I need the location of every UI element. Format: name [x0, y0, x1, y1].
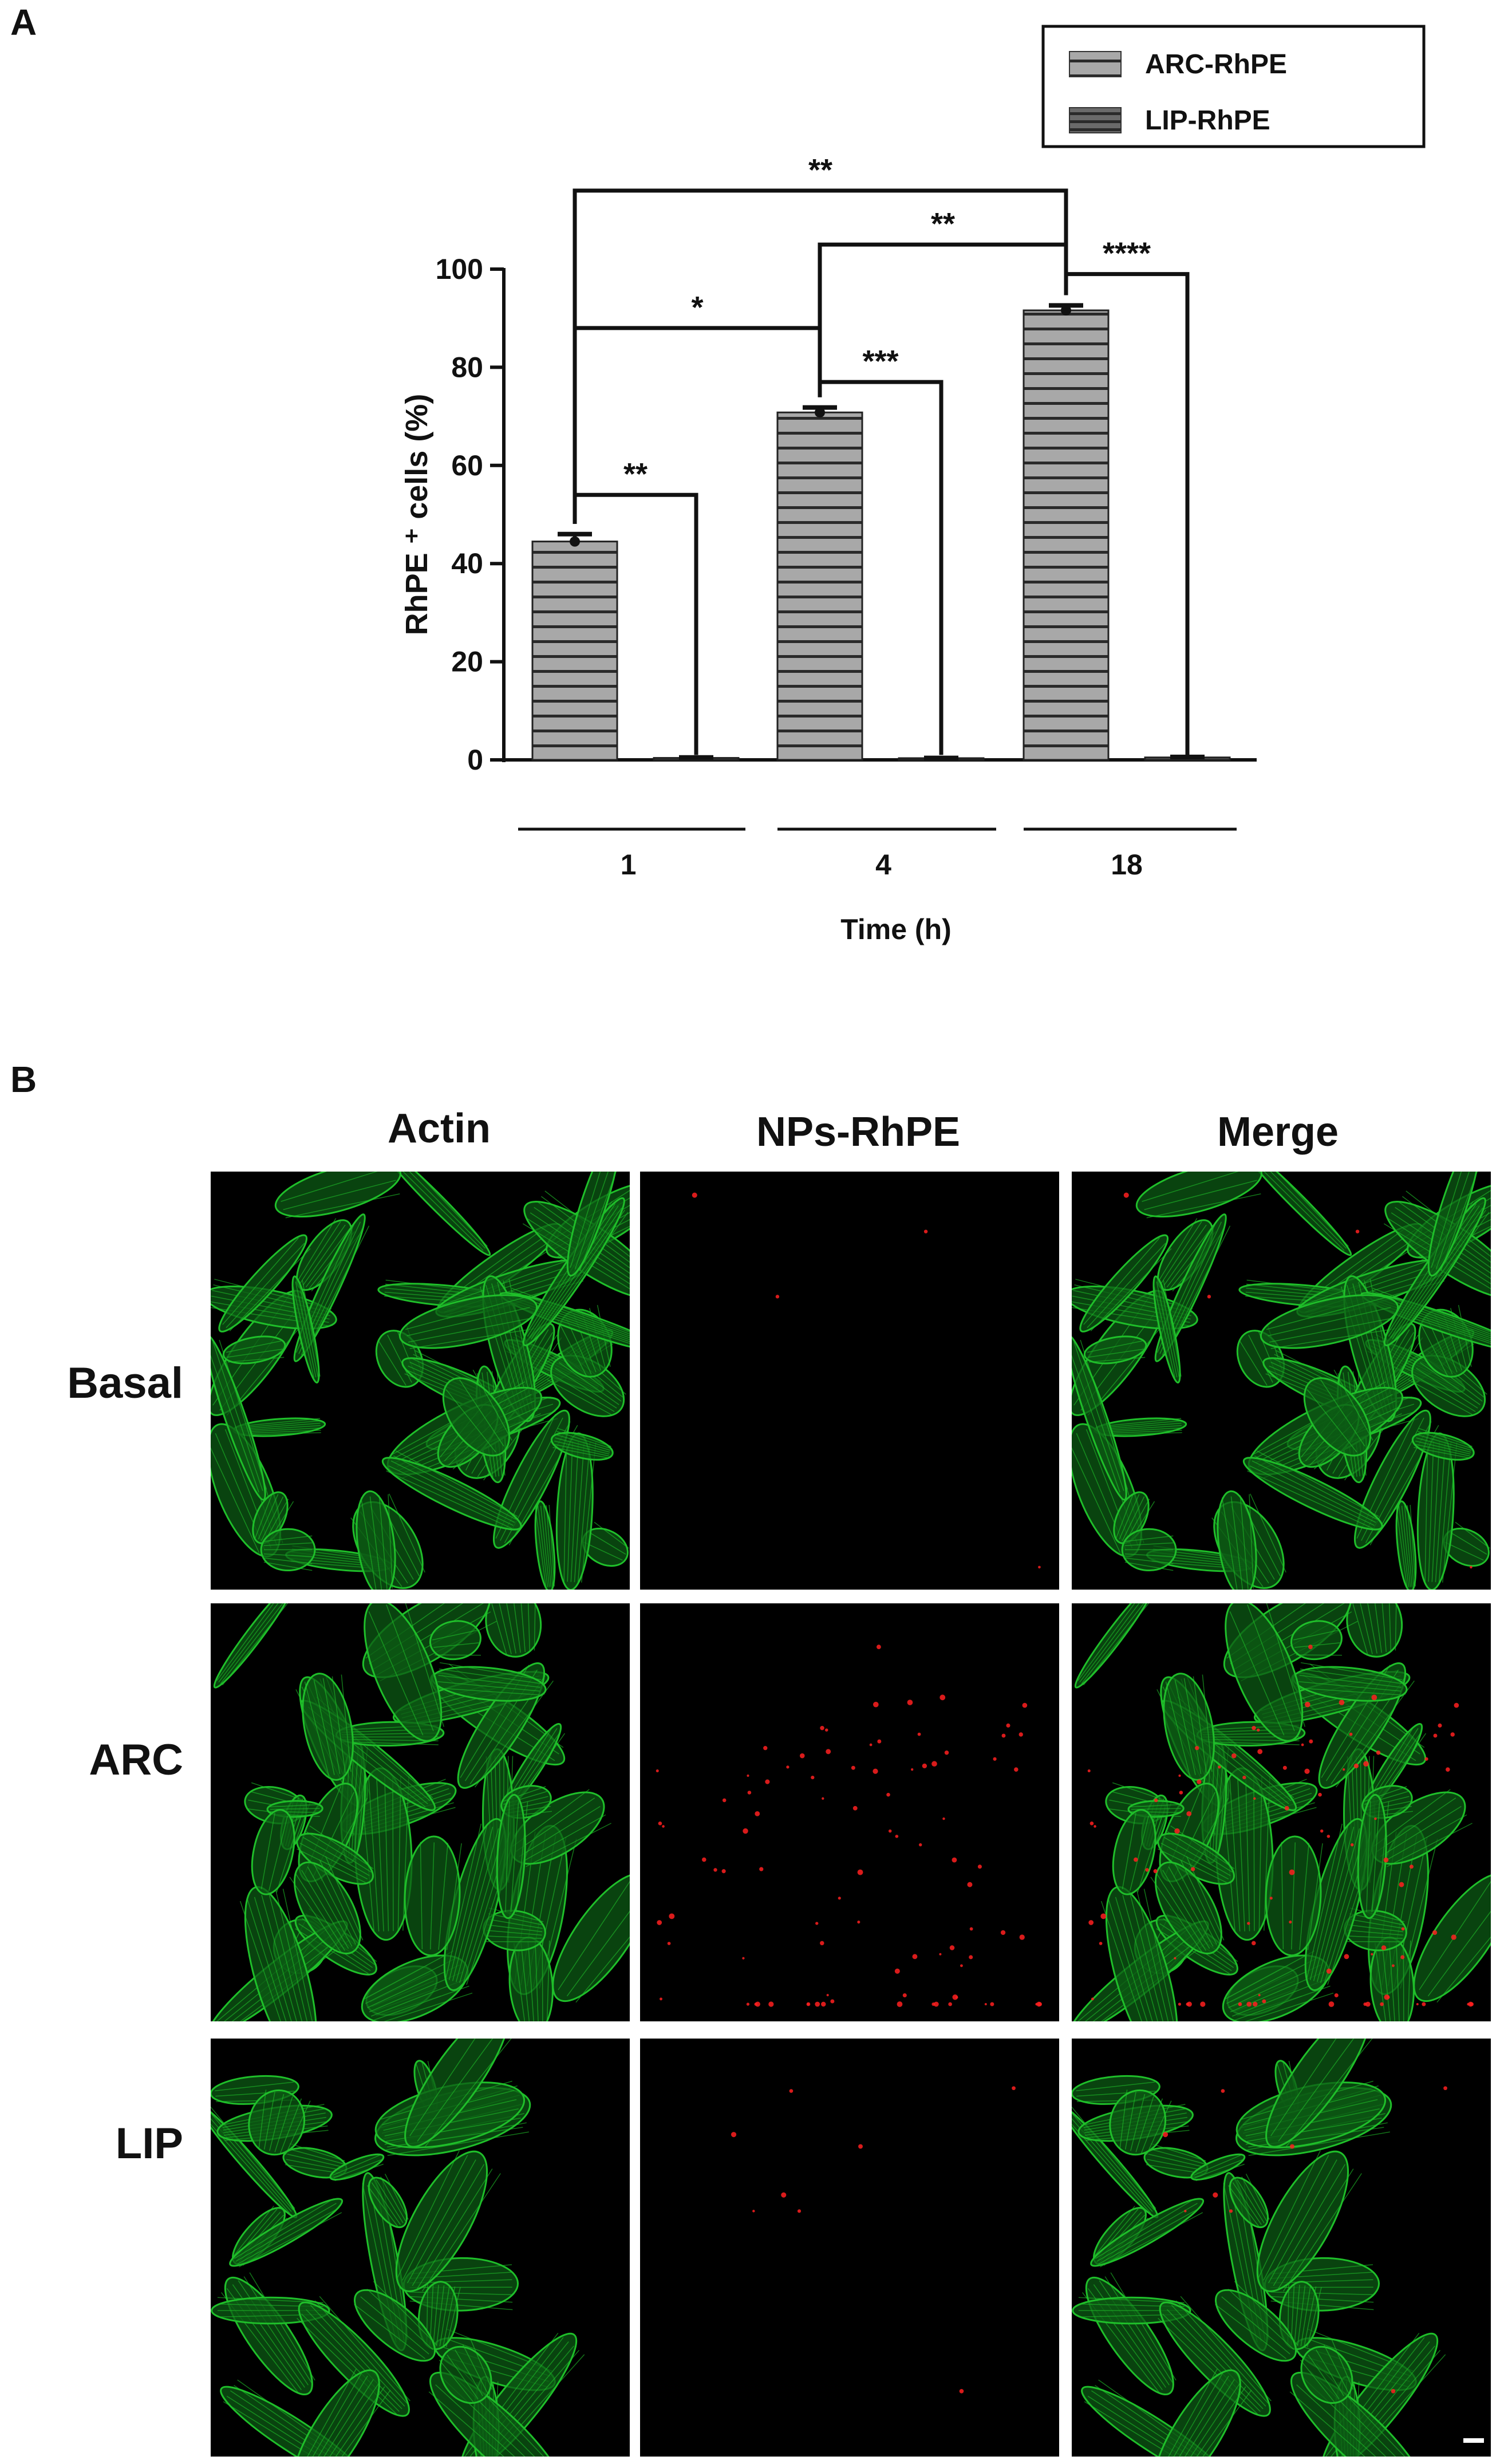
- column-header-actin: Actin: [388, 1106, 491, 1152]
- micrograph-image: [640, 2039, 1059, 2457]
- micrograph-image: [211, 1603, 630, 2021]
- micrograph-lip-actin: [211, 2039, 630, 2457]
- y-tick-label: 100: [436, 253, 483, 285]
- micrograph-lip-nps-rhpe: [640, 2039, 1059, 2457]
- row-label-basal: Basal: [67, 1359, 183, 1408]
- legend-swatch-lip-rhpe: [1069, 107, 1122, 133]
- bar-arc-rhpe-1: [531, 541, 618, 761]
- column-header-nps-rhpe: NPs-RhPE: [756, 1109, 961, 1155]
- micrograph-arc-actin: [211, 1603, 630, 2021]
- significance-label: **: [623, 457, 648, 491]
- mean-marker: [1061, 305, 1071, 316]
- y-tick-label: 20: [451, 646, 483, 678]
- micrograph-arc-merge: [1072, 1603, 1491, 2021]
- micrograph-basal-merge: [1072, 1172, 1491, 1590]
- x-tick-label: 4: [875, 849, 891, 881]
- micrograph-image: [211, 2039, 630, 2457]
- significance-bracket: [573, 188, 1068, 524]
- significance-label: ****: [1103, 236, 1151, 271]
- column-header-merge: Merge: [1217, 1109, 1339, 1155]
- x-tick-label: 18: [1111, 849, 1143, 881]
- micrograph-image: [1072, 2039, 1491, 2457]
- y-tick-label: 60: [451, 450, 483, 482]
- mean-marker: [815, 407, 825, 418]
- micrograph-image: [640, 1603, 1059, 2021]
- micrograph-image: [1072, 1172, 1491, 1590]
- y-tick-label: 40: [451, 547, 483, 579]
- panel-b-label: B: [10, 1059, 37, 1100]
- y-tick-label: 0: [467, 744, 483, 776]
- significance-label: ***: [862, 344, 898, 379]
- y-axis-label: RhPE ⁺ cells (%): [400, 394, 434, 636]
- significance-label: *: [691, 290, 703, 325]
- micrograph-basal-nps-rhpe: [640, 1172, 1059, 1590]
- legend-label-lip-rhpe: LIP-RhPE: [1145, 105, 1270, 136]
- legend-swatch-arc-rhpe: [1069, 51, 1122, 77]
- row-label-lip: LIP: [115, 2119, 183, 2168]
- scale-bar: [1463, 2438, 1484, 2443]
- panel-a-label: A: [10, 2, 37, 43]
- significance-label: **: [931, 207, 955, 241]
- legend-label-arc-rhpe: ARC-RhPE: [1145, 49, 1287, 80]
- micrograph-lip-merge: [1072, 2039, 1491, 2457]
- micrograph-basal-actin: [211, 1172, 630, 1590]
- significance-label: **: [808, 153, 832, 187]
- x-tick-label: 1: [621, 849, 637, 881]
- y-tick-label: 80: [451, 351, 483, 383]
- micrograph-arc-nps-rhpe: [640, 1603, 1059, 2021]
- micrograph-image: [640, 1172, 1059, 1590]
- bar-chart: 0 20 40 60 80 100 RhPE ⁺ cells (%) 1 4 18 Time (h)…: [400, 25, 1426, 945]
- micrograph-image: [211, 1172, 630, 1590]
- bar-arc-rhpe-18: [1023, 309, 1110, 761]
- mean-marker: [570, 536, 580, 547]
- bar-arc-rhpe-4: [776, 411, 863, 761]
- row-label-arc: ARC: [89, 1736, 183, 1784]
- x-axis-label: Time (h): [840, 913, 952, 945]
- micrograph-image: [1072, 1603, 1491, 2021]
